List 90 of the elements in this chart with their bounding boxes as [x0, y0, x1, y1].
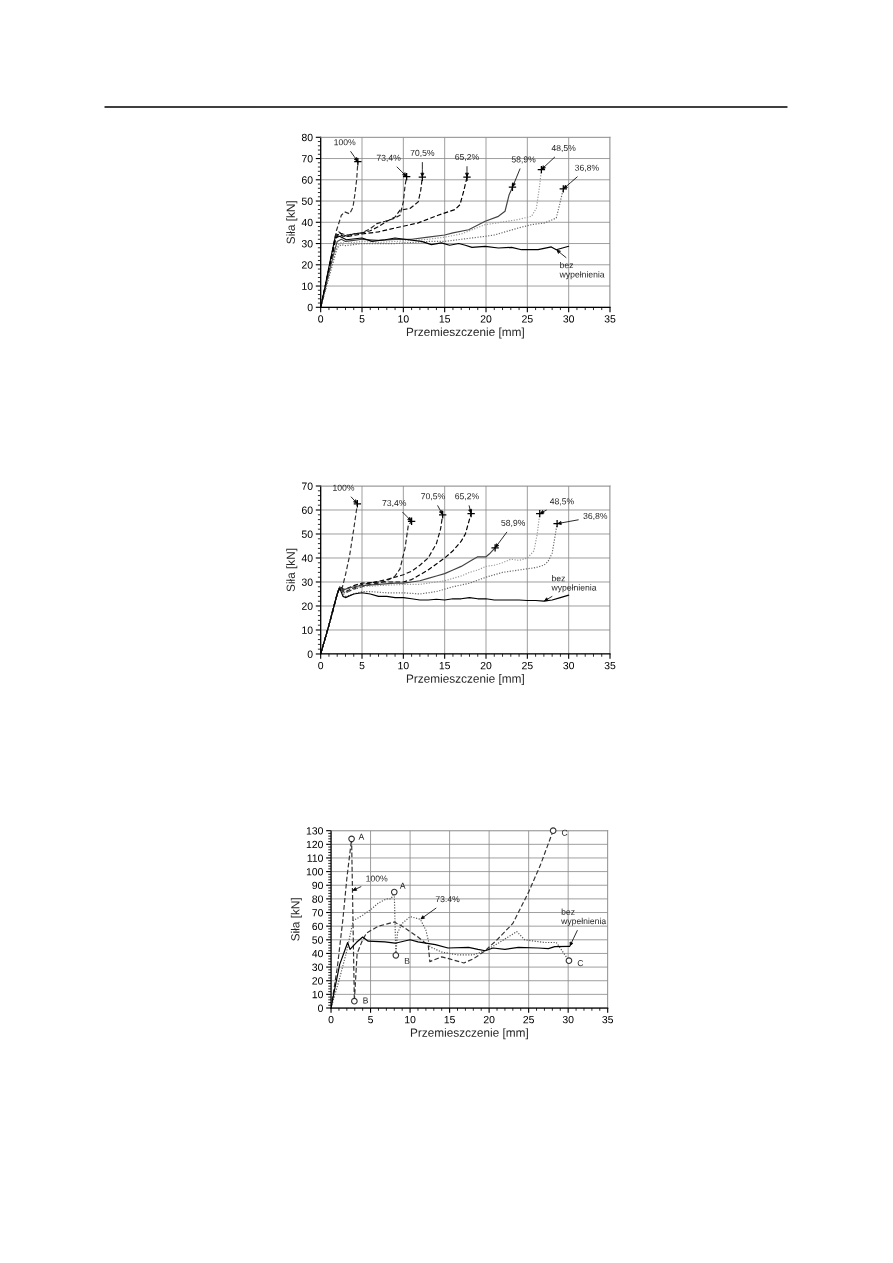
annotation: 73,4%: [376, 154, 401, 162]
x-tick-label: 30: [563, 661, 575, 670]
x-tick-label: 30: [562, 1015, 574, 1024]
annotation: 73,4%: [382, 499, 407, 508]
point: [392, 952, 400, 959]
y-tick-label: 40: [301, 554, 313, 562]
x-axis-title: Przemieszczenie [mm]: [406, 674, 524, 686]
y-tick-label: 70: [301, 482, 313, 490]
annotation: 100%: [334, 139, 356, 146]
point: [348, 835, 355, 843]
annotation: C: [577, 960, 584, 967]
annotation: 58,9%: [501, 519, 526, 527]
y-tick-label: 130: [306, 827, 323, 835]
y-tick-label: 20: [301, 261, 313, 269]
y-tick-label: 30: [301, 240, 313, 248]
x-tick-label: 15: [439, 315, 451, 323]
x-tick-label: 35: [604, 315, 616, 323]
y-tick-label: 110: [307, 854, 323, 862]
x-tick-label: 15: [444, 1016, 455, 1024]
point: [565, 957, 573, 965]
annotation: A: [358, 833, 365, 840]
x-tick-label: 25: [523, 1015, 534, 1024]
x-tick-label: 25: [522, 315, 533, 323]
x-tick-label: 5: [359, 662, 365, 670]
x-axis-title: Przemieszczenie [mm]: [406, 327, 524, 339]
annotation: 65,2%: [455, 493, 479, 501]
y-tick-label: 0: [307, 650, 313, 658]
x-tick-label: 10: [398, 315, 409, 323]
x-tick-label: 5: [359, 315, 365, 323]
x-tick-label: 30: [563, 315, 575, 323]
annotation: 65,2%: [455, 154, 479, 162]
y-tick-label: 40: [312, 949, 323, 958]
y-tick-label: 80: [301, 133, 313, 142]
y-tick-label: 50: [312, 936, 323, 944]
y-tick-label: 10: [302, 626, 313, 634]
x-tick-label: 10: [398, 661, 409, 670]
x-tick-label: 25: [522, 661, 533, 670]
annotation: B: [363, 997, 368, 1004]
x-tick-label: 35: [604, 661, 616, 670]
annotation: 100%: [333, 484, 355, 491]
annotation: 36,8%: [575, 164, 599, 172]
y-tick-label: 0: [307, 303, 313, 312]
annotation: 70,5%: [421, 493, 445, 501]
x-tick-label: 20: [480, 315, 492, 323]
y-tick-label: 0: [318, 1004, 323, 1012]
y-tick-label: 20: [312, 977, 323, 985]
y-tick-label: 60: [312, 922, 323, 931]
y-tick-label: 40: [301, 218, 313, 227]
point: [549, 827, 557, 835]
x-tick-label: 20: [480, 661, 492, 670]
annotation: 58,9%: [511, 156, 536, 164]
y-tick-label: 30: [312, 963, 323, 971]
annotation: bez wypełnienia: [559, 261, 605, 280]
y-tick-label: 70: [312, 909, 323, 917]
x-tick-label: 5: [368, 1016, 374, 1024]
annotation: B: [404, 957, 410, 964]
y-axis-title: Siła [kN]: [286, 548, 298, 592]
x-tick-label: 10: [405, 1015, 416, 1024]
point: [390, 888, 398, 896]
y-tick-label: 10: [312, 990, 323, 999]
y-axis-title: Siła [kN]: [286, 201, 298, 244]
y-tick-label: 50: [301, 197, 313, 205]
x-axis-title: Przemieszczenie [mm]: [410, 1028, 528, 1040]
y-tick-label: 20: [301, 602, 313, 610]
x-tick-label: 35: [602, 1015, 614, 1024]
y-tick-label: 30: [301, 578, 313, 586]
annotation: bez wypełnienia: [551, 575, 597, 593]
y-tick-label: 60: [301, 506, 313, 514]
annotation: A: [399, 882, 406, 889]
x-tick-label: 15: [439, 662, 451, 670]
annotation: 100%: [366, 875, 388, 882]
annotation: 48,5%: [551, 144, 576, 153]
point: [351, 997, 358, 1005]
x-tick-label: 20: [483, 1015, 495, 1024]
y-tick-label: 120: [306, 840, 323, 849]
y-tick-label: 60: [301, 176, 313, 184]
y-tick-label: 10: [302, 282, 313, 290]
annotation: 73.4%: [435, 896, 460, 903]
annotation: 48,5%: [549, 498, 574, 506]
annotation: C: [561, 829, 568, 836]
y-tick-label: 50: [301, 530, 313, 538]
y-tick-label: 70: [301, 155, 313, 163]
y-tick-label: 100: [306, 868, 323, 876]
annotation: 70,5%: [410, 149, 435, 157]
x-tick-label: 0: [328, 1015, 334, 1024]
y-tick-label: 90: [312, 881, 323, 890]
annotation: 36,8%: [583, 512, 608, 521]
y-axis-title: Siła [kN]: [290, 898, 302, 941]
y-tick-label: 80: [312, 895, 323, 903]
annotation: bez wypełnienia: [561, 908, 607, 926]
